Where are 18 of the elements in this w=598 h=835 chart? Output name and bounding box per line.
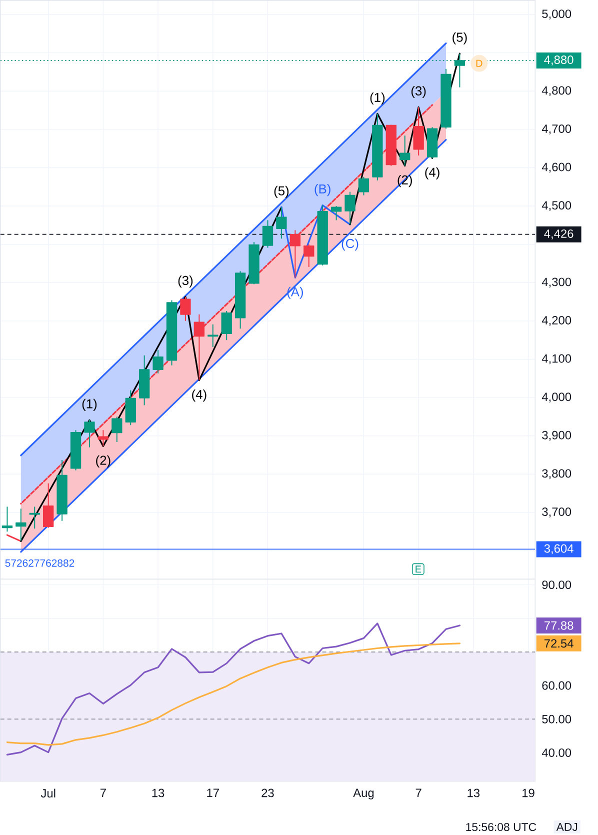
y-tick-label: 60.00 — [542, 681, 572, 690]
x-tick-label: 7 — [100, 788, 106, 797]
line-series — [6, 622, 460, 756]
x-tick-label: Aug — [353, 788, 374, 800]
x-tick-label: Jul — [40, 788, 56, 798]
x-tick-label: 13 — [468, 788, 480, 798]
y-tick-label: 50.00 — [542, 714, 572, 724]
y-tick-label: 77.88 — [544, 621, 574, 630]
x-tick-label: 17 — [207, 788, 219, 797]
text: 15:56:08 UTC — [466, 822, 536, 832]
x-tick-label: 23 — [262, 788, 274, 798]
x-tick-label: 7 — [416, 788, 422, 797]
x-tick-label: 13 — [152, 788, 164, 798]
y-tick-label: 40.00 — [542, 748, 572, 757]
text: ADJ — [556, 823, 578, 831]
x-tick-label: 19 — [522, 788, 534, 798]
y-tick-label: 90.00 — [542, 580, 572, 590]
y-tick-label: 72.54 — [544, 639, 574, 648]
